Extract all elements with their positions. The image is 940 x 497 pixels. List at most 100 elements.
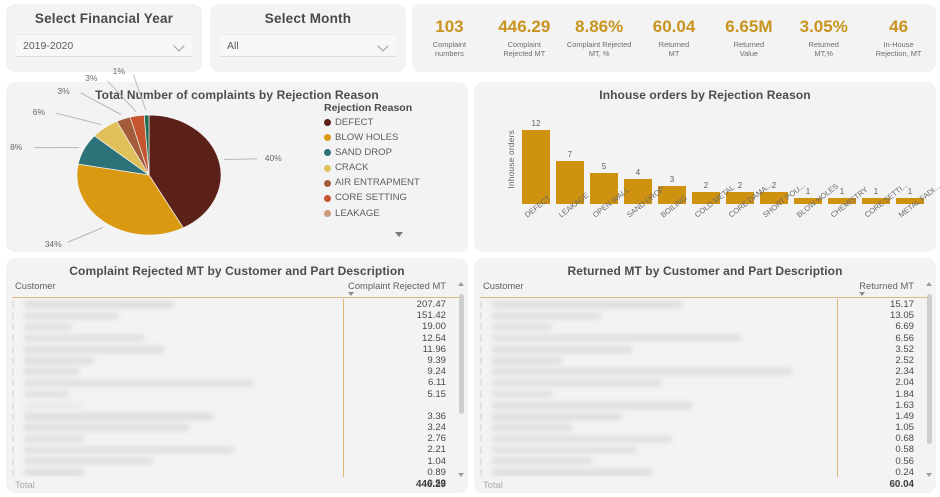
bar-column[interactable]: 12 (522, 118, 550, 204)
table-row[interactable] (12, 299, 343, 310)
table-row[interactable] (480, 444, 837, 455)
table-row[interactable] (12, 422, 343, 433)
bar-column[interactable]: 1 (794, 118, 822, 204)
pie-slice[interactable] (148, 114, 222, 229)
column-header-customer[interactable]: Customer (15, 280, 56, 291)
bar-column[interactable]: 5 (590, 118, 618, 204)
slicer-month-dropdown[interactable]: All (220, 34, 396, 57)
bar-chart[interactable]: Inhouse orders 12 7 5 4 3 2 2 2 1 1 1 1 DEFECT LEAKA… (504, 104, 940, 250)
scroll-down-icon[interactable] (458, 473, 464, 477)
table-row[interactable] (480, 422, 837, 433)
table-row[interactable] (480, 299, 837, 310)
table-row[interactable] (12, 389, 343, 400)
table-row[interactable] (480, 456, 837, 467)
kpi-returned-value[interactable]: 6.65M Returned Value (711, 17, 786, 58)
kpi-returned-mt[interactable]: 60.04 Returned MT (637, 17, 712, 58)
table-row[interactable] (480, 366, 837, 377)
bar-rect[interactable] (828, 197, 856, 204)
table-row[interactable] (12, 467, 343, 477)
bar-rect[interactable] (862, 197, 890, 204)
column-header-measure[interactable]: Returned MT (859, 280, 930, 296)
table-row[interactable] (480, 377, 837, 388)
legend-item-crack[interactable]: CRACK (324, 163, 474, 173)
scroll-up-icon[interactable] (458, 282, 464, 286)
table-row[interactable] (480, 433, 837, 444)
bar-column[interactable]: 1 (862, 118, 890, 204)
bar-rect[interactable] (692, 191, 720, 204)
table-row[interactable] (12, 433, 343, 444)
table-cell-value: 15.17 (889, 299, 914, 310)
bar-rect[interactable] (590, 173, 618, 204)
bar-rect[interactable] (522, 130, 550, 204)
table-body[interactable]: 207.47 151.42 19.00 12.54 11.96 9.39 9.24 6.11 5… (12, 299, 462, 489)
kpi-inhouse-rejection-mt[interactable]: 46 In-House Rejection, MT (861, 17, 936, 58)
table-row[interactable] (12, 456, 343, 467)
column-header-measure[interactable]: Complaint Rejected MT (348, 280, 462, 296)
table-row[interactable] (480, 389, 837, 400)
table-row[interactable] (12, 355, 343, 366)
kpi-complaint-rejected-mt[interactable]: 446.29 Complaint Rejected MT (487, 17, 562, 58)
table-cell-value: 0.89 (427, 466, 446, 478)
table-row[interactable] (480, 400, 837, 411)
bar-column[interactable]: 2 (692, 118, 720, 204)
table-row[interactable] (480, 333, 837, 344)
table-row[interactable] (12, 400, 343, 411)
bar-column[interactable]: 4 (624, 118, 652, 204)
bar-rect[interactable] (760, 191, 788, 204)
table-row[interactable] (12, 333, 343, 344)
scroll-up-icon[interactable] (926, 282, 932, 286)
kpi-returned-mt-pct[interactable]: 3.05% Returned MT,% (786, 17, 861, 58)
bar-rect[interactable] (726, 191, 754, 204)
bar-column[interactable]: 2 (726, 118, 754, 204)
table-row[interactable] (480, 411, 837, 422)
table-row[interactable] (12, 321, 343, 332)
bar-rect[interactable] (556, 160, 584, 204)
table-row[interactable] (480, 344, 837, 355)
kpi-complaint-numbers[interactable]: 103 Complaint numbers (412, 17, 487, 58)
row-expand-indicator (12, 457, 14, 465)
scrollbar-thumb[interactable] (459, 294, 464, 414)
kpi-complaint-rejected-mt-pct[interactable]: 8.86% Complaint Rejected MT, % (562, 17, 637, 58)
bar-column[interactable]: 3 (658, 118, 686, 204)
table-row[interactable] (12, 377, 343, 388)
pie-slice[interactable] (143, 114, 150, 176)
slicer-financial-year-dropdown[interactable]: 2019-2020 (16, 34, 192, 57)
table-row[interactable] (12, 310, 343, 321)
legend-item-defect[interactable]: DEFECT (324, 118, 474, 128)
table-row[interactable] (480, 467, 837, 477)
bar-column[interactable]: 1 (896, 118, 924, 204)
bar-rect[interactable] (658, 185, 686, 204)
slicer-financial-year[interactable]: Select Financial Year 2019-2020 (6, 4, 202, 72)
table-body[interactable]: 15.17 13.05 6.69 6.56 3.52 2.52 2.34 2.04 1.84 1.… (480, 299, 930, 478)
table-row[interactable] (12, 344, 343, 355)
bar-column[interactable]: 7 (556, 118, 584, 204)
legend-scroll-down-icon[interactable] (324, 224, 474, 242)
legend-item-core-setting[interactable]: CORE SETTING (324, 193, 474, 203)
legend-item-air-entrapment[interactable]: AIR ENTRAPMENT (324, 178, 474, 188)
table-row[interactable] (12, 444, 343, 455)
bar-rect[interactable] (794, 197, 822, 204)
scrollbar-thumb[interactable] (927, 294, 932, 444)
bar-column[interactable]: 2 (760, 118, 788, 204)
table-row[interactable] (480, 321, 837, 332)
table-scrollbar[interactable] (925, 280, 934, 479)
table-total-row: Total 60.04 (480, 478, 930, 491)
bar-rect[interactable] (624, 179, 652, 204)
table-row[interactable] (480, 310, 837, 321)
table-row[interactable] (12, 411, 343, 422)
scroll-down-icon[interactable] (926, 473, 932, 477)
bar-rect[interactable] (896, 197, 924, 204)
column-header-customer[interactable]: Customer (483, 280, 524, 291)
sort-descending-icon (859, 292, 866, 296)
legend-item-blow-holes[interactable]: BLOW HOLES (324, 133, 474, 143)
table-scrollbar[interactable] (457, 280, 466, 479)
bar-column[interactable]: 1 (828, 118, 856, 204)
pie-slice[interactable] (76, 163, 184, 236)
legend-item-sand-drop[interactable]: SAND DROP (324, 148, 474, 158)
slicer-month[interactable]: Select Month All (210, 4, 406, 72)
legend-item-leakage[interactable]: LEAKAGE (324, 208, 474, 219)
pie-chart[interactable]: 40% 34% 8% 6% 3% 3% 1% (10, 66, 282, 248)
table-row[interactable] (480, 355, 837, 366)
table-row[interactable] (12, 366, 343, 377)
kpi-label: In-House Rejection, MT (875, 40, 922, 59)
